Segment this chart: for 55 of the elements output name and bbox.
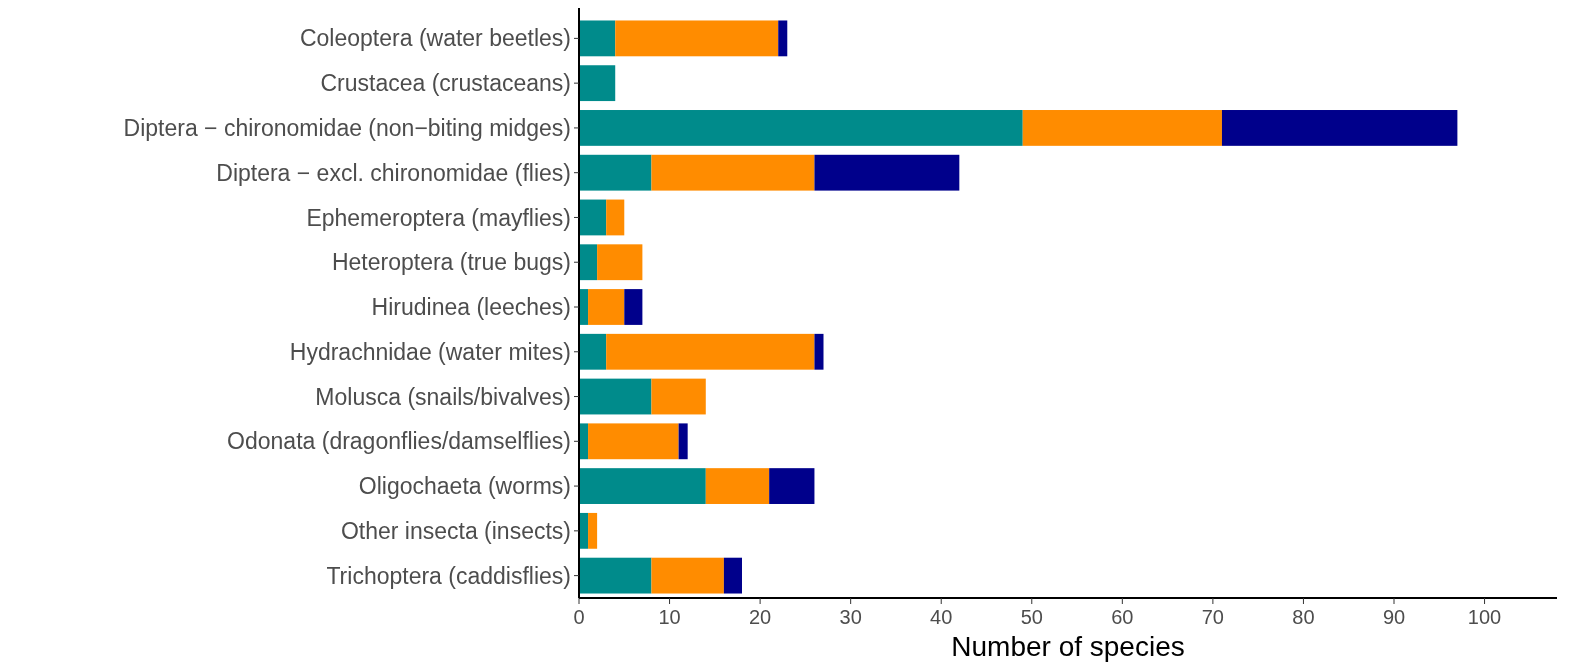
bar [579,20,616,57]
bar [651,154,815,191]
y-tick-label: Coleoptera (water beetles) [299,25,571,52]
x-tick-label: 80 [1292,606,1315,628]
bar [769,468,815,504]
y-tick-label: Crustacea (crustaceans) [320,70,571,97]
bar [624,289,643,325]
y-tick-label: Heteroptera (true bugs) [331,249,571,276]
bar [579,468,706,504]
x-tick-label: 50 [1020,606,1043,628]
y-tick-label: Diptera − excl. chironomidae (flies) [216,159,571,186]
bar [1022,110,1222,146]
y-tick-label: Other insecta (insects) [340,517,571,544]
y-tick-label: Ephemeroptera (mayflies) [306,204,571,231]
bar [651,378,706,415]
bar [778,20,788,57]
x-tick-label: 30 [839,606,862,628]
bar [723,557,742,594]
bar [651,557,724,594]
bar [678,423,688,460]
x-tick-label: 0 [573,606,585,628]
x-tick-label: 60 [1111,606,1134,628]
x-tick-label: 40 [930,606,953,628]
bar [814,154,960,191]
x-tick-label: 100 [1467,606,1502,628]
bar [579,378,652,415]
bar [705,468,770,504]
bar [579,244,598,281]
bar [579,154,652,191]
bar [606,333,815,370]
bar [579,65,616,102]
bar [579,110,1023,146]
bar [597,244,643,281]
bar [579,333,607,370]
y-tick-label: Hirudinea (leeches) [371,294,571,321]
y-tick-label: Odonata (dragonflies/damselflies) [227,428,571,455]
x-tick-label: 10 [658,606,681,628]
x-tick-label: 70 [1201,606,1225,628]
y-tick-label: Trichoptera (caddisflies) [326,562,571,589]
y-tick-label: Molusca (snails/bivalves) [315,383,571,410]
x-axis-title: Number of species [951,631,1185,662]
bar [1221,110,1458,146]
y-tick-label: Hydrachnidae (water mites) [289,338,571,365]
x-tick-label: 90 [1382,606,1406,628]
x-tick-label: 20 [748,606,772,628]
y-tick-label: Diptera − chironomidae (non−biting midges) [123,114,571,141]
bar [588,512,598,549]
bar [588,423,679,460]
bar [814,333,824,370]
y-tick-label: Oligochaeta (worms) [358,473,571,500]
bar [615,20,779,57]
bar [606,199,625,236]
bar [579,557,652,594]
bar [579,199,607,236]
bar [588,289,625,325]
